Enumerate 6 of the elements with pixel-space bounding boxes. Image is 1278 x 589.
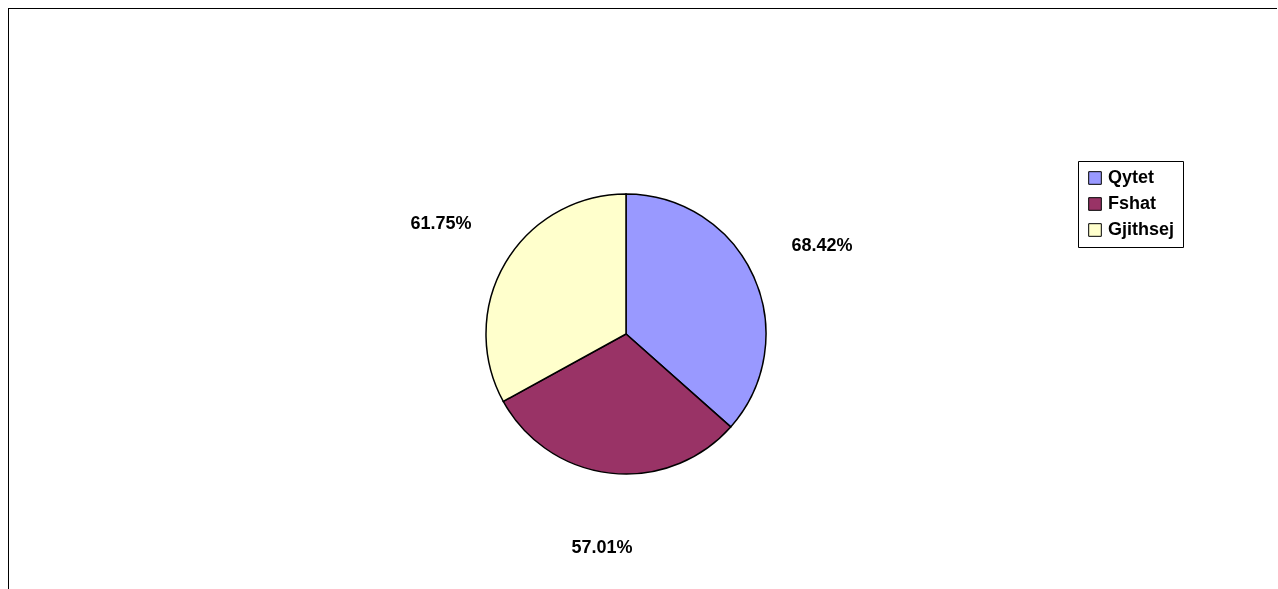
data-label: 68.42% [791,234,853,255]
legend-label: Qytet [1108,167,1155,187]
legend-label: Gjithsej [1108,219,1175,239]
legend-label: Fshat [1108,193,1157,213]
data-label: 57.01% [571,536,633,557]
data-label: 61.75% [410,213,472,234]
